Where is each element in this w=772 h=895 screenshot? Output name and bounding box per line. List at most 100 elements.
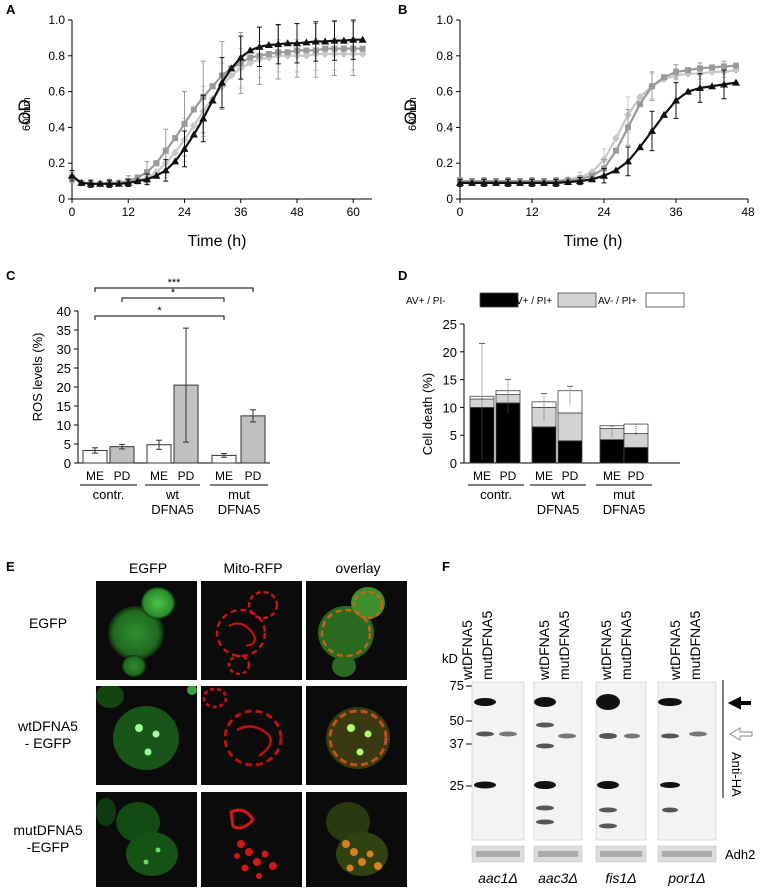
data-point [153,160,160,167]
micrograph-mutdfna5-mito-rfp [201,792,302,887]
data-point [358,50,367,59]
membrane-aac1 [471,681,525,841]
x-tick-label: 0 [457,205,464,219]
data-point [612,166,620,174]
significance-label: * [171,287,176,299]
data-point [264,41,273,49]
group-label: wt [551,487,565,502]
data-point [697,65,703,72]
lane-label: mutDFNA5 [556,611,572,680]
data-point [274,40,283,48]
data-point [181,120,188,127]
antibody-label: Anti-HA [729,752,744,797]
data-point [124,178,133,186]
data-point [504,178,512,186]
x-tick-label: 0 [69,205,76,219]
y-axis-label: ROS levels (%) [30,333,45,422]
y-tick-label: 0.2 [48,156,65,170]
micrograph-egfp-egfp [96,581,197,680]
panel-letter-f: F [442,559,450,574]
marker-75: 75 [450,678,464,693]
y-tick-label: 0 [58,192,65,206]
membrane-por1 [657,681,717,841]
lane-label: mutDFNA5 [479,611,495,680]
strain-label: por1Δ [667,870,705,886]
data-point [612,134,620,143]
data-point [293,39,301,47]
group-label: mut [613,487,635,502]
data-point [552,178,560,186]
category-label: PD [245,469,262,483]
strain-label: aac1Δ [478,870,518,886]
data-point [708,82,716,90]
data-point [199,114,208,122]
data-point [358,35,367,43]
data-point [171,157,180,165]
micrograph-mutdfna5-egfp [96,792,197,887]
x-tick-label: 36 [234,205,248,219]
data-point [480,178,488,186]
series-triangle [68,19,367,188]
y-tick-label: 0.8 [436,49,453,63]
data-point [227,64,236,72]
marker-37: 37 [450,736,464,751]
bar-segment [599,439,625,464]
data-point [721,63,727,70]
legend: AV+ / PI- AV+ / PI+ AV- / PI+ [406,292,685,308]
category-label: ME [150,469,168,483]
micrograph-wtdfna5-overlay [306,686,407,785]
bar [240,415,266,464]
data-point [68,171,76,179]
micrograph-egfp-overlay [306,581,407,680]
data-point [152,171,161,179]
lane-label: wtDFNA5 [536,620,552,681]
data-point [516,178,524,186]
group-label: contr. [480,487,512,502]
legend-swatch [479,292,519,308]
lane-label: wtDFNA5 [667,620,683,681]
y-tick-label: 25 [443,317,457,332]
y-axis-label: Cell death (%) [420,373,435,455]
data-point [114,179,123,187]
data-point [732,78,740,86]
lane-label: mutDFNA5 [687,611,703,680]
data-point [255,42,264,50]
column-title-mito-rfp: Mito-RFP [223,560,283,576]
micrograph-wtdfna5-egfp [96,686,197,785]
panel-letter-d: D [398,268,408,283]
significance-bracket: * [94,305,225,320]
data-point [600,171,608,179]
data-point [733,62,739,69]
data-point [648,126,656,134]
series-line [71,52,363,185]
group-label: contr. [93,487,125,502]
arrow-icon [727,696,751,710]
y-tick-label: 0 [450,456,457,471]
data-point [311,37,320,45]
column-title-egfp: EGFP [128,560,168,576]
data-point [696,84,704,92]
data-point [302,38,311,46]
category-label: PD [628,469,645,483]
data-point [143,175,151,183]
x-tick-label: 24 [178,205,192,219]
legend-swatch [557,292,597,308]
category-label: ME [86,469,104,483]
row-label-wtdfna5-egfp: wtDFNA5- EGFP [18,718,78,751]
western-blot: wtDFNA5 mutDFNA5 wtDFNA5 mutDFNA5 wtDFNA… [440,560,770,890]
data-point [709,64,715,71]
strain-label: aac3Δ [538,870,578,886]
data-point [303,47,310,54]
data-point [283,39,292,47]
data-point [528,178,536,186]
data-point [624,157,632,165]
y-tick-label: 5 [64,437,71,452]
series-diamond [456,66,740,186]
series-line [460,64,737,183]
x-tick-label: 12 [525,205,539,219]
bar-segment [531,426,557,464]
panel-letter-a: A [6,2,16,17]
significance-bracket: * [121,287,225,302]
group-label: mut [228,487,250,502]
